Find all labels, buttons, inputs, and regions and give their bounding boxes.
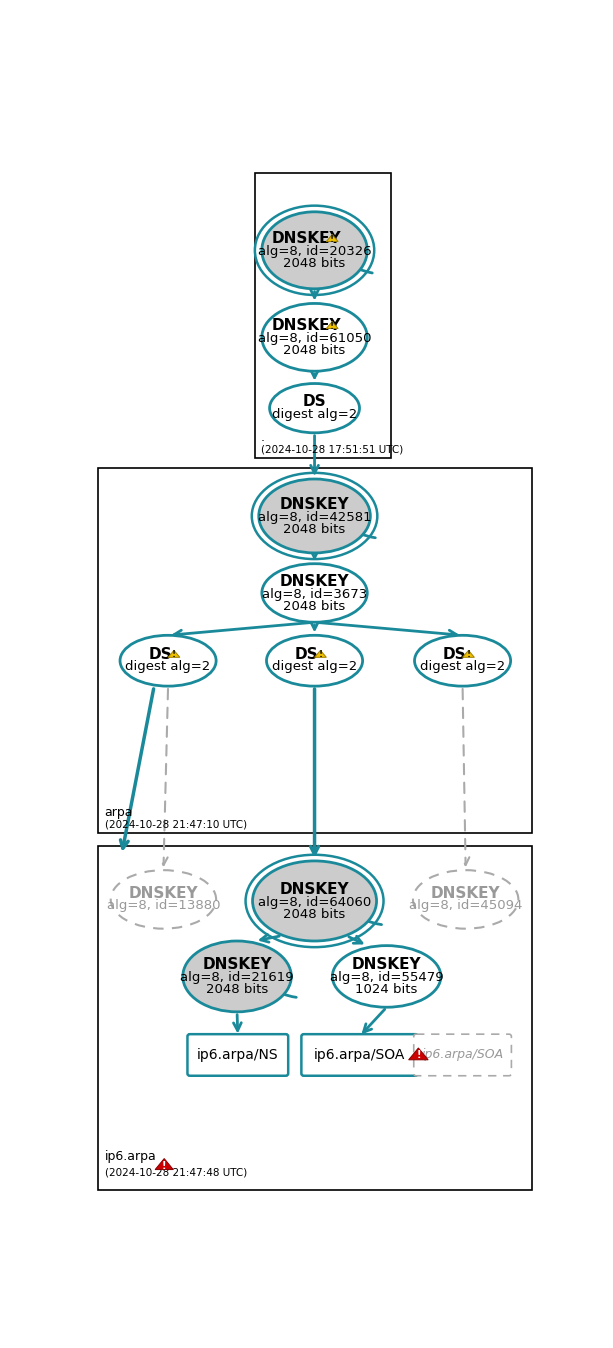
Text: digest alg=2: digest alg=2 [420, 661, 505, 674]
FancyBboxPatch shape [188, 1034, 288, 1076]
Text: !: ! [330, 322, 334, 330]
Text: alg=8, id=21619: alg=8, id=21619 [180, 972, 294, 984]
Text: 2048 bits: 2048 bits [283, 257, 346, 270]
Text: DS: DS [148, 647, 172, 662]
FancyBboxPatch shape [414, 1034, 511, 1076]
Text: 2048 bits: 2048 bits [206, 983, 268, 996]
Text: ip6.arpa/NS: ip6.arpa/NS [197, 1047, 279, 1062]
FancyBboxPatch shape [302, 1034, 417, 1076]
Text: !: ! [466, 650, 471, 659]
Ellipse shape [413, 871, 519, 929]
Bar [255, 174, 390, 458]
Text: 2048 bits: 2048 bits [283, 344, 346, 357]
Text: alg=8, id=20326: alg=8, id=20326 [257, 245, 371, 259]
Polygon shape [409, 1047, 428, 1060]
Text: (2024-10-28 21:47:48 UTC): (2024-10-28 21:47:48 UTC) [105, 1167, 247, 1178]
Ellipse shape [120, 635, 216, 686]
Text: !: ! [162, 1161, 167, 1170]
Text: 2048 bits: 2048 bits [283, 600, 346, 612]
Text: digest alg=2: digest alg=2 [272, 661, 357, 674]
Ellipse shape [259, 479, 370, 553]
Text: DNSKEY: DNSKEY [272, 318, 341, 333]
Ellipse shape [267, 635, 363, 686]
Text: DS: DS [295, 647, 319, 662]
Text: DNSKEY: DNSKEY [431, 886, 500, 900]
Text: DNSKEY: DNSKEY [272, 232, 341, 247]
Text: DNSKEY: DNSKEY [280, 574, 349, 589]
Ellipse shape [262, 212, 367, 288]
Polygon shape [326, 322, 338, 329]
Ellipse shape [270, 384, 359, 433]
Ellipse shape [414, 635, 511, 686]
Text: alg=8, id=3673: alg=8, id=3673 [262, 588, 367, 601]
Text: DS: DS [303, 395, 326, 410]
Text: 2048 bits: 2048 bits [283, 907, 346, 921]
Text: alg=8, id=61050: alg=8, id=61050 [258, 333, 371, 345]
Ellipse shape [262, 303, 367, 371]
Polygon shape [314, 650, 326, 658]
Bar [98, 845, 532, 1190]
Text: alg=8, id=55479: alg=8, id=55479 [330, 972, 443, 984]
Polygon shape [155, 1158, 173, 1170]
Polygon shape [326, 235, 338, 241]
Text: 1024 bits: 1024 bits [356, 983, 418, 996]
Text: alg=8, id=45094: alg=8, id=45094 [409, 899, 522, 913]
Ellipse shape [183, 941, 291, 1012]
Text: .: . [261, 431, 265, 445]
Polygon shape [168, 650, 180, 658]
Text: 2048 bits: 2048 bits [283, 523, 346, 535]
Text: digest alg=2: digest alg=2 [126, 661, 211, 674]
Text: ip6.arpa: ip6.arpa [105, 1150, 156, 1163]
Text: DNSKEY: DNSKEY [202, 957, 272, 972]
Polygon shape [463, 650, 474, 658]
Text: alg=8, id=64060: alg=8, id=64060 [258, 896, 371, 909]
Text: DNSKEY: DNSKEY [280, 497, 349, 512]
Ellipse shape [253, 861, 376, 941]
Ellipse shape [111, 871, 216, 929]
Text: !: ! [416, 1050, 421, 1061]
Text: alg=8, id=42581: alg=8, id=42581 [257, 511, 371, 524]
Text: ip6.arpa/SOA: ip6.arpa/SOA [314, 1047, 405, 1062]
Text: DNSKEY: DNSKEY [280, 882, 349, 896]
Text: DNSKEY: DNSKEY [352, 957, 422, 972]
Text: arpa: arpa [105, 806, 133, 820]
Text: DNSKEY: DNSKEY [129, 886, 198, 900]
Text: digest alg=2: digest alg=2 [272, 408, 357, 421]
Text: DS: DS [443, 647, 466, 662]
Text: alg=8, id=13880: alg=8, id=13880 [107, 899, 220, 913]
Bar [98, 468, 532, 833]
Ellipse shape [332, 945, 441, 1007]
Ellipse shape [262, 563, 367, 623]
Text: (2024-10-28 17:51:51 UTC): (2024-10-28 17:51:51 UTC) [261, 443, 403, 454]
Text: ip6.arpa/SOA: ip6.arpa/SOA [422, 1049, 504, 1061]
Text: !: ! [318, 650, 322, 659]
Text: !: ! [172, 650, 176, 659]
Text: !: ! [330, 235, 334, 244]
Text: (2024-10-28 21:47:10 UTC): (2024-10-28 21:47:10 UTC) [105, 820, 246, 829]
